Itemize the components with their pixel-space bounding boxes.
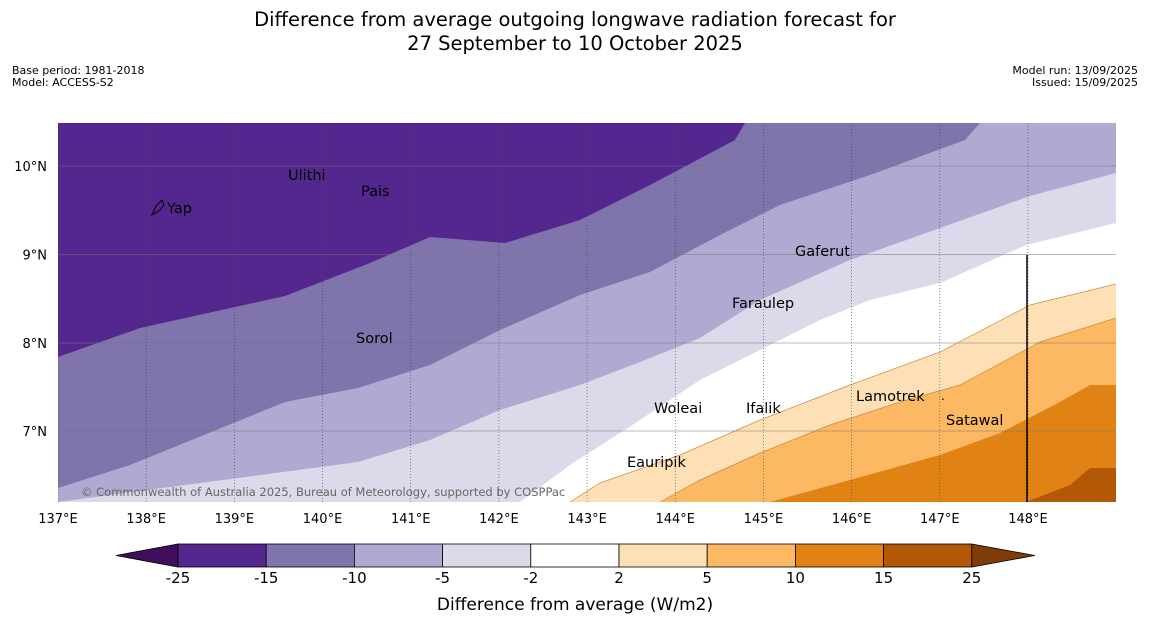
colorbar-segment (618, 543, 708, 568)
colorbar-extend-high (971, 543, 1035, 568)
lon-tick-label: 146°E (832, 512, 872, 527)
colorbar-segment (177, 543, 267, 568)
island-label-faraulep: Faraulep (732, 296, 794, 312)
colorbar-segment (530, 543, 620, 568)
map-area: . Ulithi Pais Yap Gaferut Faraulep Sorol… (58, 123, 1116, 502)
lon-tick-label: 137°E (38, 512, 78, 527)
copyright-notice: © Commonwealth of Australia 2025, Bureau… (81, 485, 565, 499)
colorbar-tick-label: 15 (874, 569, 893, 587)
colorbar-tick-label: 10 (786, 569, 805, 587)
lat-tick-label: 8°N (23, 337, 48, 352)
colorbar-tick-label: -25 (166, 569, 191, 587)
lon-tick-label: 141°E (391, 512, 431, 527)
colorbar-extend-low (115, 543, 179, 568)
axis-labels: 137°E 138°E 139°E 140°E 141°E 142°E 143°E 144°E… (14, 160, 1048, 527)
lon-tick-label: 148°E (1008, 512, 1048, 527)
island-label-pais: Pais (361, 184, 390, 200)
meta-right: Model run: 13/09/2025 Issued: 15/09/2025 (1012, 65, 1138, 89)
island-label-sorol: Sorol (356, 331, 393, 347)
lat-tick-label: 9°N (23, 249, 48, 264)
colorbar-segment (442, 543, 532, 568)
colorbar: -25 -15 -10 -5 -2 2 5 10 15 25 (115, 543, 1035, 587)
satawal-dot-marker: . (941, 389, 945, 403)
island-label-satawal: Satawal (946, 413, 1003, 429)
colorbar-segment (883, 543, 973, 568)
lon-tick-label: 144°E (655, 512, 695, 527)
colorbar-segment (795, 543, 885, 568)
colorbar-segment (265, 543, 355, 568)
island-label-woleai: Woleai (654, 401, 702, 417)
colorbar-tick-label: 5 (702, 569, 712, 587)
colorbar-title: Difference from average (W/m2) (437, 595, 713, 615)
yap-island-shape (150, 199, 165, 217)
colorbar-tick-label: -5 (435, 569, 450, 587)
island-label-ifalik: Ifalik (746, 401, 781, 417)
colorbar-tick-label: -10 (342, 569, 367, 587)
lat-tick-label: 10°N (14, 160, 47, 175)
chart-title: Difference from average outgoing longwav… (0, 8, 1150, 56)
island-label-yap: Yap (166, 201, 192, 217)
colorbar-tick-label: -15 (254, 569, 279, 587)
colorbar-tick-label: -2 (523, 569, 538, 587)
lon-tick-label: 142°E (479, 512, 519, 527)
band-10-to-15 (770, 385, 1116, 502)
model-run: Model run: 13/09/2025 (1012, 64, 1138, 77)
colorbar-segment (706, 543, 796, 568)
island-label-lamotrek: Lamotrek (856, 389, 925, 405)
island-label-ulithi: Ulithi (288, 168, 326, 184)
lon-tick-label: 139°E (215, 512, 255, 527)
lon-tick-label: 147°E (920, 512, 960, 527)
island-label-eauripik: Eauripik (627, 455, 686, 471)
contour-line-2 (569, 283, 1116, 502)
title-line-1: Difference from average outgoing longwav… (254, 8, 896, 31)
gridlines (58, 123, 1116, 502)
lon-tick-label: 140°E (303, 512, 343, 527)
band-minus-15-to-minus-25 (58, 123, 745, 357)
base-period: Base period: 1981-2018 (12, 64, 145, 77)
model-name: Model: ACCESS-S2 (12, 76, 114, 89)
title-line-2: 27 September to 10 October 2025 (407, 32, 743, 55)
band-15-to-25 (1026, 468, 1116, 502)
island-label-gaferut: Gaferut (795, 244, 850, 260)
lon-tick-label: 138°E (126, 512, 166, 527)
meta-left: Base period: 1981-2018 Model: ACCESS-S2 (12, 65, 144, 89)
lat-tick-label: 7°N (23, 425, 48, 440)
colorbar-tick-label: 25 (962, 569, 981, 587)
issued-date: Issued: 15/09/2025 (1031, 76, 1138, 89)
colorbar-tick-label: 2 (614, 569, 624, 587)
lon-tick-label: 143°E (567, 512, 607, 527)
colorbar-segment (353, 543, 443, 568)
lon-tick-label: 145°E (744, 512, 784, 527)
